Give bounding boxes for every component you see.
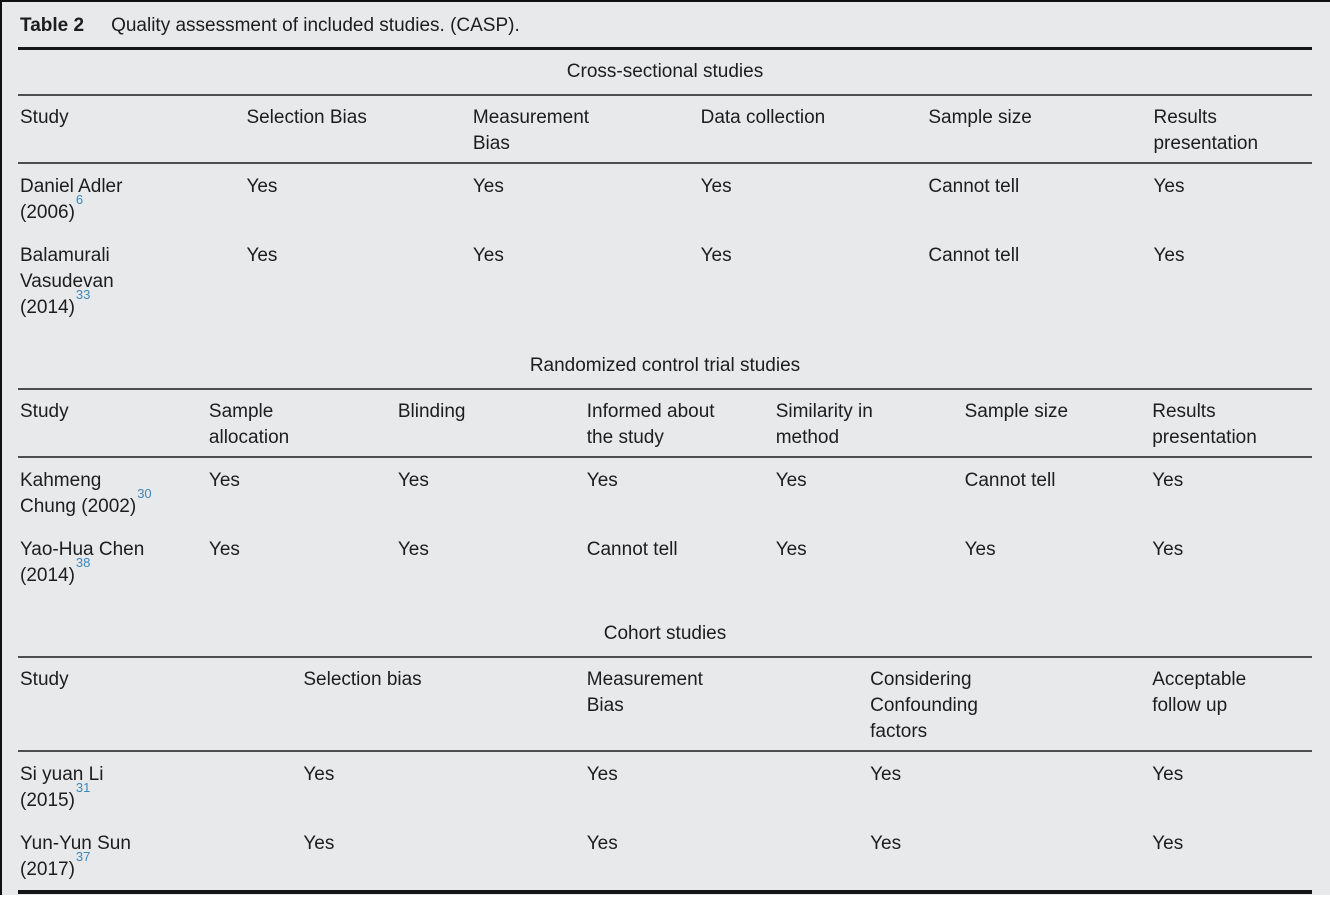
study-cell: Si yuan Li (2015)31 <box>20 764 104 811</box>
assessment-cell: Yes <box>303 764 335 785</box>
column-header: Sample allocation <box>206 390 396 458</box>
assessment-cell: Yes <box>208 539 240 560</box>
column-header: Measurement Bias <box>470 96 699 164</box>
column-header: Data collection <box>698 96 927 164</box>
column-header: Selection bias <box>301 658 585 752</box>
column-header: Informed about the study <box>584 390 774 458</box>
header-row: Study Selection Bias Measurement Bias Data c… <box>18 96 1312 164</box>
section-title-randomized-control-trial: Randomized control trial studies <box>18 344 1312 390</box>
study-row: Yao-Hua Chen (2014)38 Yes Yes Cannot tell Yes… <box>18 527 1312 596</box>
section-randomized-control-trial: Randomized control trial studies Study Sa… <box>18 344 1312 596</box>
assessment-cell: Yes <box>1153 176 1185 197</box>
assessment-cell: Yes <box>964 539 996 560</box>
table-caption: Table 2 Quality assessment of included st… <box>18 2 1312 50</box>
assessment-cell: Yes <box>472 245 504 266</box>
assessment-cell: Cannot tell <box>586 539 678 560</box>
table-caption-label: Table 2 <box>20 15 85 36</box>
column-header: Sample size <box>962 390 1151 458</box>
study-row: Si yuan Li (2015)31 Yes Yes Yes Yes <box>18 751 1312 821</box>
column-header: Acceptable follow up <box>1150 658 1312 752</box>
cross-sectional-studies-table: Study Selection Bias Measurement Bias Data c… <box>18 96 1312 328</box>
column-header: Blinding <box>395 390 585 458</box>
assessment-cell: Yes <box>586 833 618 854</box>
column-header: Selection Bias <box>244 96 471 164</box>
assessment-cell: Cannot tell <box>928 176 1020 197</box>
study-cell: Yun-Yun Sun (2017)37 <box>20 833 131 880</box>
assessment-cell: Yes <box>586 764 618 785</box>
citation-reference[interactable]: 38 <box>75 554 91 570</box>
study-cell: Balamurali Vasudevan (2014)33 <box>20 245 114 318</box>
citation-reference[interactable]: 37 <box>75 848 91 864</box>
assessment-cell: Yes <box>397 539 429 560</box>
assessment-cell: Yes <box>775 539 807 560</box>
study-row: Daniel Adler (2006)6 Yes Yes Yes Cannot tell Y… <box>18 163 1312 233</box>
header-row: Study Sample allocation Blinding Informed ab… <box>18 390 1312 458</box>
assessment-cell: Yes <box>870 764 902 785</box>
assessment-cell: Yes <box>700 176 732 197</box>
assessment-cell: Yes <box>397 470 429 491</box>
assessment-cell: Yes <box>586 470 618 491</box>
assessment-cell: Yes <box>775 470 807 491</box>
assessment-cell: Yes <box>870 833 902 854</box>
assessment-cell: Yes <box>1153 245 1185 266</box>
column-header: Study <box>18 390 207 458</box>
column-header: Similarity in method <box>773 390 963 458</box>
citation-reference[interactable]: 33 <box>75 286 91 302</box>
study-row: Kahmeng Chung (2002)30 Yes Yes Yes Yes Cannot … <box>18 457 1312 527</box>
column-header: Measurement Bias <box>584 658 869 752</box>
column-header: Results presentation <box>1151 96 1312 164</box>
assessment-cell: Yes <box>1152 833 1184 854</box>
assessment-cell: Yes <box>1152 539 1184 560</box>
table-caption-text: Quality assessment of included studies. … <box>111 15 520 36</box>
assessment-cell: Yes <box>208 470 240 491</box>
citation-reference[interactable]: 30 <box>137 485 152 501</box>
citation-reference[interactable]: 6 <box>75 191 84 207</box>
cohort-studies-table: Study Selection bias Measurement Bias Consid… <box>18 658 1312 894</box>
section-cohort: Cohort studies Study Selection bias Measur… <box>18 612 1312 894</box>
column-header: Study <box>18 96 245 164</box>
study-row: Balamurali Vasudevan (2014)33 Yes Yes Yes Cann… <box>18 233 1312 328</box>
assessment-cell: Yes <box>246 176 278 197</box>
assessment-cell: Yes <box>700 245 732 266</box>
assessment-cell: Cannot tell <box>964 470 1056 491</box>
assessment-cell: Yes <box>472 176 504 197</box>
study-cell: Kahmeng Chung (2002)30 <box>20 470 152 517</box>
column-header: Results presentation <box>1150 390 1312 458</box>
assessment-cell: Yes <box>303 833 335 854</box>
section-title-cross-sectional: Cross-sectional studies <box>18 50 1312 96</box>
assessment-cell: Yes <box>1152 764 1184 785</box>
assessment-cell: Yes <box>246 245 278 266</box>
randomized-control-trial-studies-table: Study Sample allocation Blinding Informed ab… <box>18 390 1312 596</box>
citation-reference[interactable]: 31 <box>75 779 91 795</box>
header-row: Study Selection bias Measurement Bias Consid… <box>18 658 1312 752</box>
study-cell: Yao-Hua Chen (2014)38 <box>20 539 145 586</box>
section-title-cohort: Cohort studies <box>18 612 1312 658</box>
column-header: Considering Confounding factors <box>868 658 1151 752</box>
column-header: Sample size <box>926 96 1152 164</box>
study-cell: Daniel Adler (2006)6 <box>20 176 123 223</box>
study-row: Yun-Yun Sun (2017)37 Yes Yes Yes Yes <box>18 821 1312 892</box>
section-cross-sectional: Cross-sectional studies Study Selection B… <box>18 50 1312 328</box>
assessment-cell: Cannot tell <box>928 245 1020 266</box>
assessment-cell: Yes <box>1152 470 1184 491</box>
column-header: Study <box>18 658 302 752</box>
